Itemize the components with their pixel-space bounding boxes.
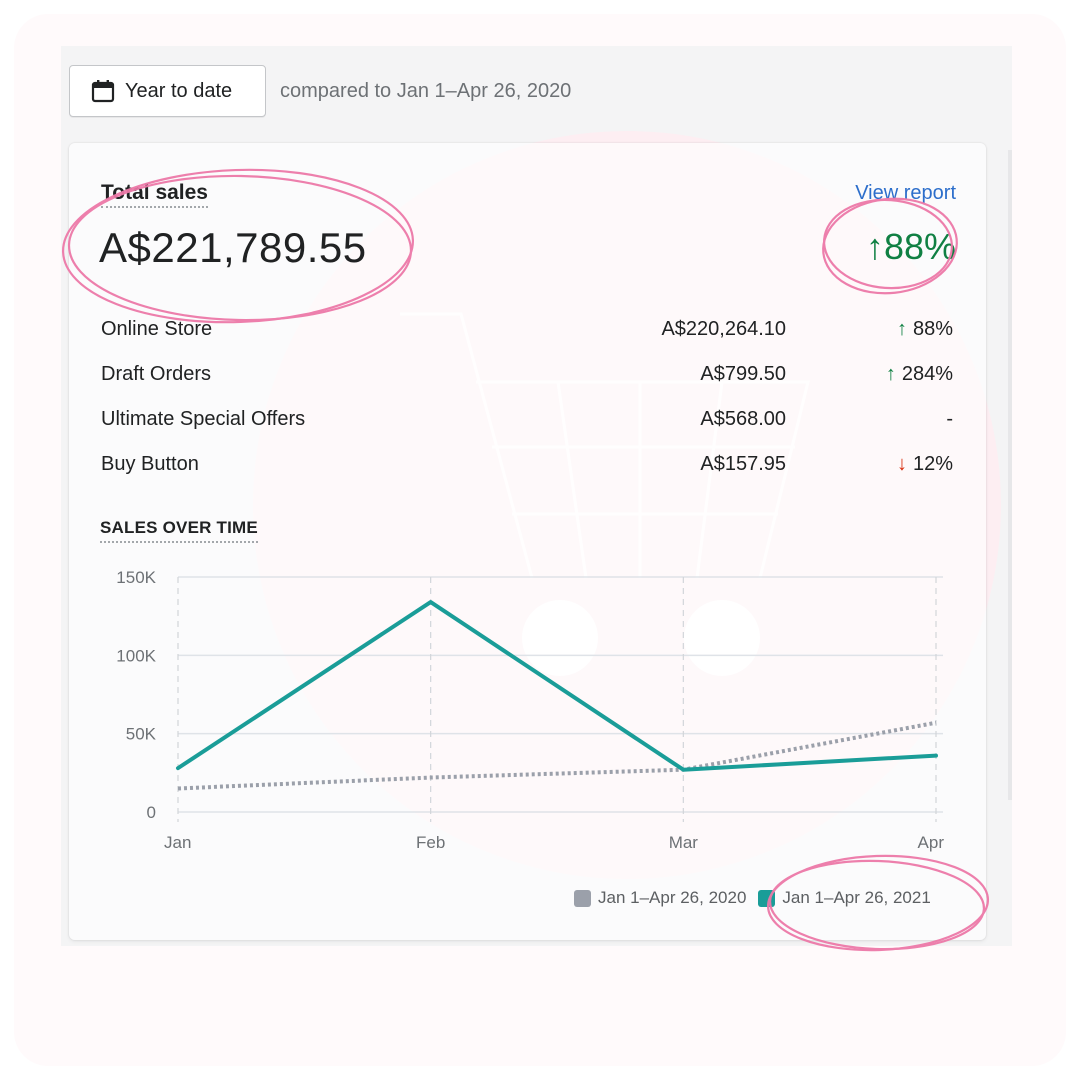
channel-change-value: - bbox=[946, 408, 953, 430]
series-line-2021 bbox=[176, 600, 938, 772]
legend-item-previous[interactable]: Jan 1–Apr 26, 2020 bbox=[574, 888, 746, 908]
arrow-down-icon: ↓ bbox=[896, 453, 907, 475]
breakdown-row: Online Store A$220,264.10 ↑ 88% bbox=[101, 318, 953, 348]
y-tick-label: 100K bbox=[116, 646, 156, 665]
x-tick-label: Feb bbox=[416, 833, 445, 852]
channel-change-value: 88% bbox=[912, 318, 953, 340]
legend-item-current[interactable]: Jan 1–Apr 26, 2021 bbox=[758, 888, 931, 908]
comparison-text: compared to Jan 1–Apr 26, 2020 bbox=[280, 80, 572, 102]
date-range-label: Year to date bbox=[125, 79, 233, 102]
channel-amount: A$220,264.10 bbox=[661, 318, 786, 340]
calendar-icon bbox=[91, 80, 115, 103]
breakdown-row: Draft Orders A$799.50 ↑ 284% bbox=[101, 363, 953, 393]
channel-amount: A$799.50 bbox=[700, 363, 786, 385]
breakdown-row: Buy Button A$157.95 ↓ 12% bbox=[101, 453, 953, 483]
y-tick-label: 50K bbox=[126, 725, 157, 744]
y-tick-label: 150K bbox=[116, 568, 156, 587]
channel-change-value: 284% bbox=[901, 363, 953, 385]
x-tick-label: Jan bbox=[164, 833, 191, 852]
series-line-2020 bbox=[177, 720, 937, 791]
channel-change: ↓ 12% bbox=[897, 453, 953, 476]
legend-swatch-current bbox=[758, 889, 776, 907]
channel-change-value: 12% bbox=[912, 453, 953, 475]
date-range-button[interactable]: Year to date bbox=[69, 65, 266, 117]
legend-swatch-previous bbox=[574, 889, 591, 907]
channel-change: ↑ 88% bbox=[897, 318, 953, 341]
adjacent-card-edge bbox=[1008, 150, 1012, 800]
x-tick-label: Mar bbox=[669, 833, 699, 852]
channel-name: Draft Orders bbox=[101, 363, 212, 385]
legend-label-current: Jan 1–Apr 26, 2021 bbox=[782, 888, 931, 907]
legend-label-previous: Jan 1–Apr 26, 2020 bbox=[598, 888, 747, 907]
y-tick-label: 0 bbox=[147, 803, 156, 822]
arrow-up-icon: ↑ bbox=[885, 363, 896, 385]
channel-name: Ultimate Special Offers bbox=[101, 408, 306, 430]
sales-over-time-title[interactable]: SALES OVER TIME bbox=[100, 518, 258, 543]
breakdown-row: Ultimate Special Offers A$568.00 - bbox=[101, 408, 953, 438]
channel-name: Buy Button bbox=[101, 453, 199, 475]
arrow-up-icon: ↑ bbox=[896, 318, 907, 340]
channel-name: Online Store bbox=[101, 318, 213, 340]
chart-legend: Jan 1–Apr 26, 2020 Jan 1–Apr 26, 2021 bbox=[574, 888, 943, 908]
channel-amount: A$568.00 bbox=[700, 408, 786, 430]
channel-amount: A$157.95 bbox=[700, 453, 786, 475]
channel-change: ↑ 284% bbox=[886, 363, 953, 386]
x-tick-label: Apr bbox=[918, 833, 945, 852]
